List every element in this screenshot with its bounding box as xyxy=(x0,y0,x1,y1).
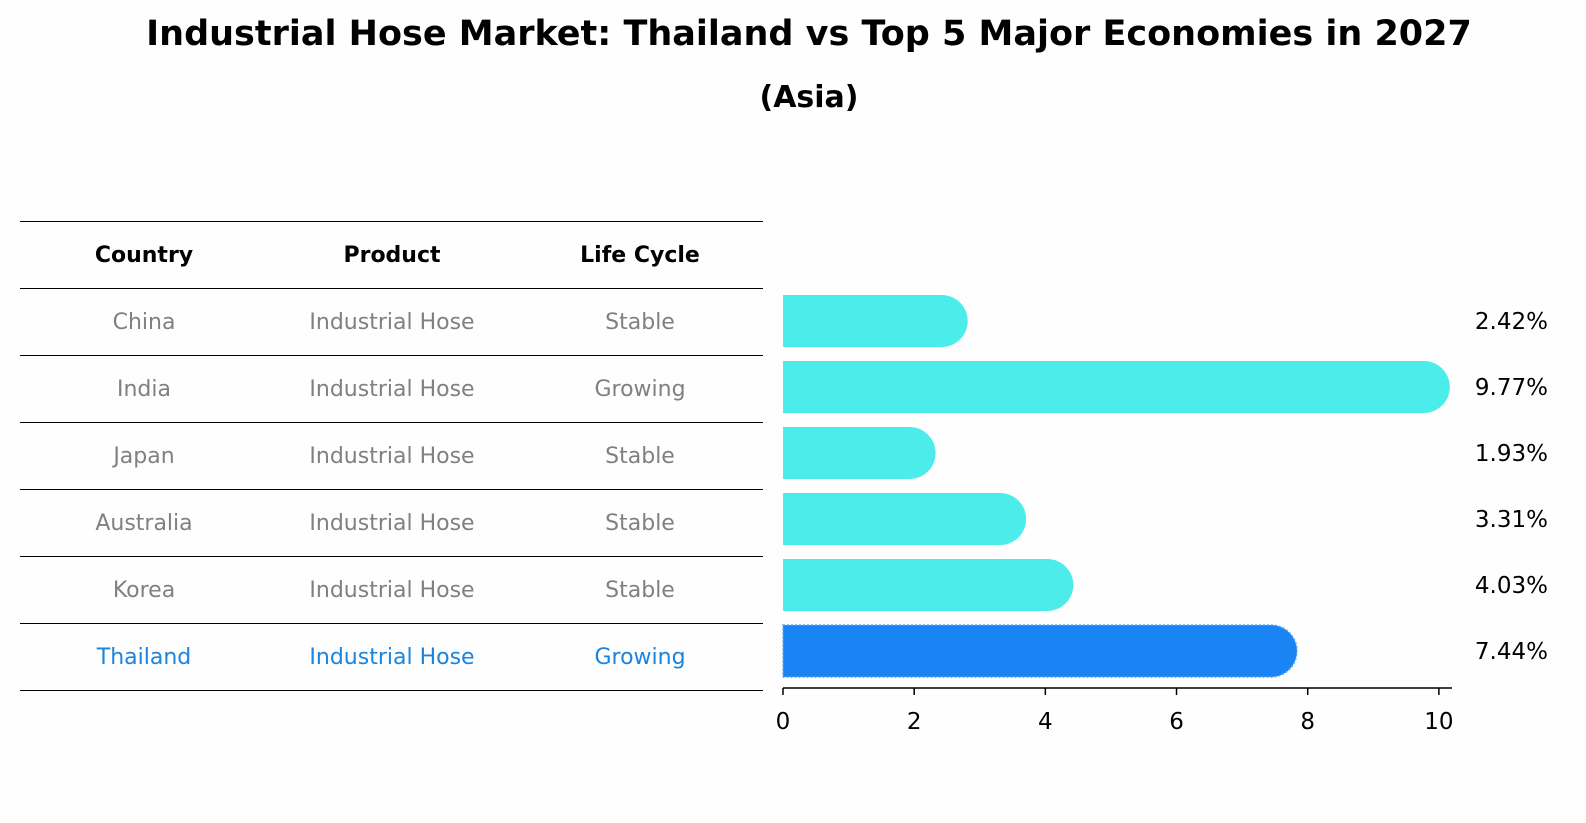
bar-japan xyxy=(783,427,936,479)
value-label: 7.44% xyxy=(1475,639,1548,665)
table-row: Japan Industrial Hose Stable xyxy=(20,422,763,489)
life-cycle-cell: Stable xyxy=(605,577,675,603)
bar-india xyxy=(783,361,1450,413)
header-product: Product xyxy=(343,242,441,268)
life-cycle-cell: Stable xyxy=(605,443,675,469)
value-label: 2.42% xyxy=(1475,309,1548,335)
country-cell: Korea xyxy=(112,577,176,603)
chart-subtitle: (Asia) xyxy=(759,80,859,115)
life-cycle-cell: Growing xyxy=(594,376,686,402)
header-life-cycle: Life Cycle xyxy=(580,242,700,268)
country-cell: China xyxy=(112,309,176,335)
x-tick-label: 6 xyxy=(1169,709,1184,735)
product-cell: Industrial Hose xyxy=(309,577,475,603)
country-cell: Australia xyxy=(95,510,193,536)
life-cycle-cell: Stable xyxy=(605,510,675,536)
bar-australia xyxy=(783,493,1027,545)
value-label: 3.31% xyxy=(1475,507,1548,533)
country-cell: Japan xyxy=(113,443,175,469)
x-tick-label: 2 xyxy=(907,709,922,735)
product-cell: Industrial Hose xyxy=(309,510,475,536)
x-tick-label: 10 xyxy=(1424,709,1453,735)
product-cell: Industrial Hose xyxy=(309,376,475,402)
x-tick-label: 0 xyxy=(776,709,791,735)
header-country: Country xyxy=(94,242,194,268)
table-header-row: Country Product Life Cycle xyxy=(20,221,763,288)
bar-china xyxy=(783,295,968,347)
country-cell: India xyxy=(117,376,171,402)
table-row: China Industrial Hose Stable xyxy=(20,288,763,355)
value-label: 4.03% xyxy=(1475,573,1548,599)
x-tick-label: 8 xyxy=(1300,709,1315,735)
bar-thailand xyxy=(782,624,1298,678)
table-row: Korea Industrial Hose Stable xyxy=(20,556,763,623)
table-row: Australia Industrial Hose Stable xyxy=(20,489,763,556)
bar-korea xyxy=(783,559,1074,611)
life-cycle-cell: Growing xyxy=(594,644,686,670)
table-row: India Industrial Hose Growing xyxy=(20,355,763,422)
product-cell: Industrial Hose xyxy=(309,644,475,670)
value-label: 1.93% xyxy=(1475,441,1548,467)
life-cycle-cell: Stable xyxy=(605,309,675,335)
product-cell: Industrial Hose xyxy=(309,443,475,469)
country-cell: Thailand xyxy=(96,644,192,670)
country-table: Country Product Life Cycle China Industr… xyxy=(20,221,763,691)
x-tick-label: 4 xyxy=(1038,709,1053,735)
chart-title: Industrial Hose Market: Thailand vs Top … xyxy=(146,14,1472,54)
product-cell: Industrial Hose xyxy=(309,309,475,335)
value-label: 9.77% xyxy=(1475,375,1548,401)
table-row-highlight: Thailand Industrial Hose Growing xyxy=(20,623,763,691)
